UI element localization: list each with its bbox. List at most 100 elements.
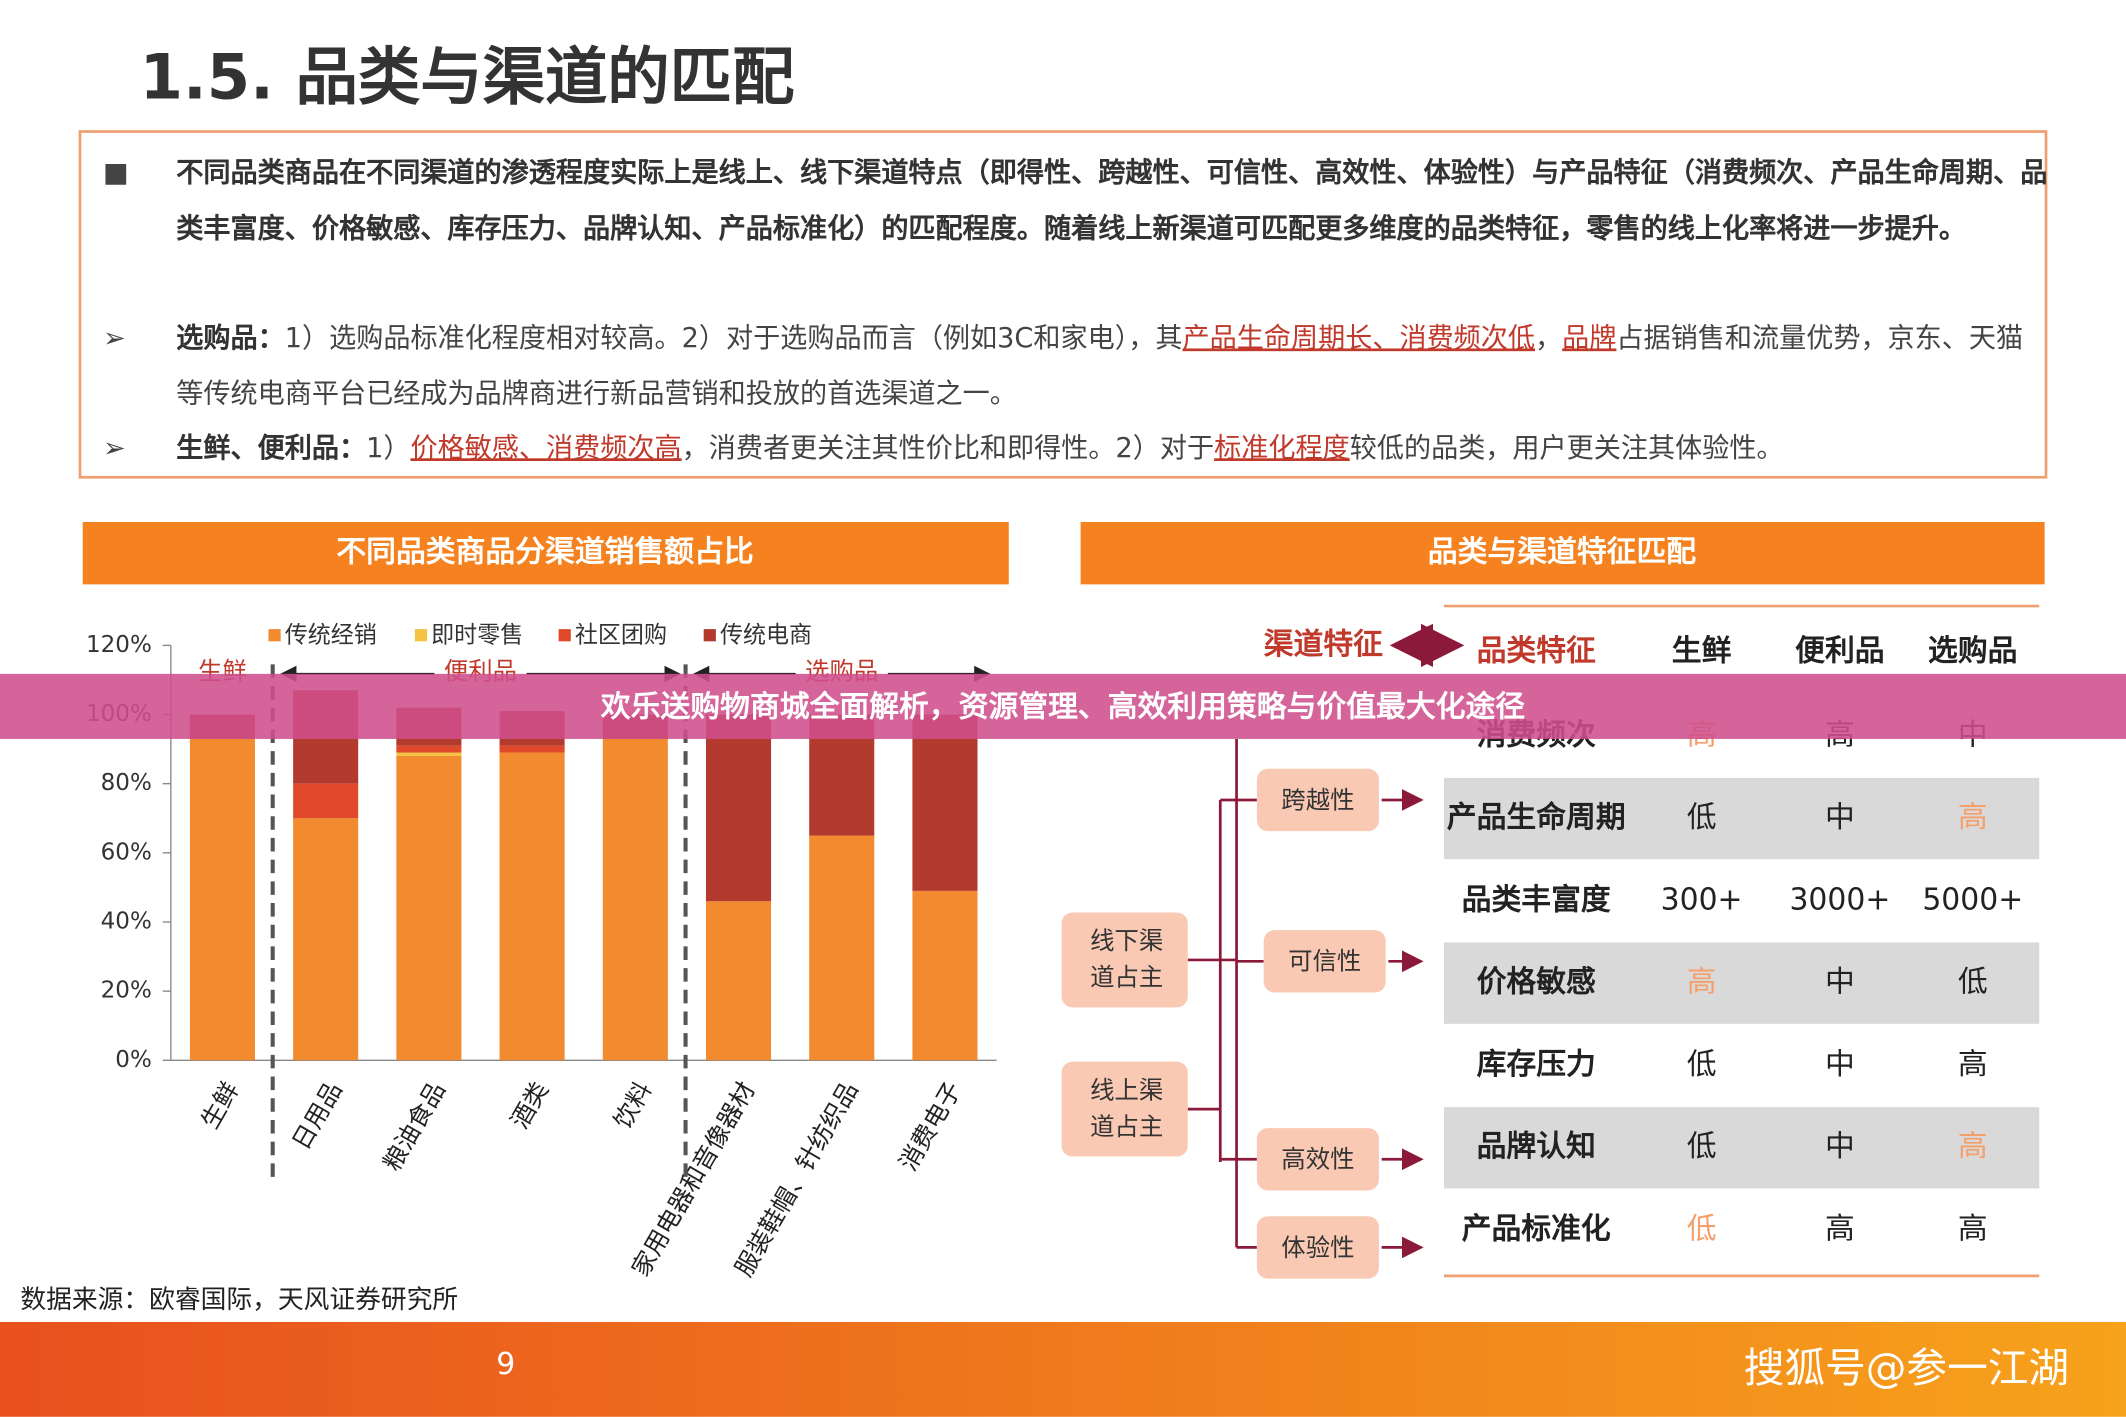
footer-bar xyxy=(0,1321,2126,1417)
x-tick-label: 生鲜 xyxy=(195,1077,245,1134)
feature-label: 跨越性 xyxy=(1281,785,1354,814)
feature-node xyxy=(1256,1128,1379,1191)
text-segment: ，消费者更关注其性价比和即得性。2）对于 xyxy=(681,431,1215,464)
table-cell: 低 xyxy=(1687,1129,1717,1164)
table-cell: 中 xyxy=(1825,1047,1855,1082)
x-tick-label: 日用品 xyxy=(286,1077,348,1155)
y-tick-label: 120% xyxy=(86,632,152,658)
text-segment: 价格敏感、消费频次高 xyxy=(410,431,682,464)
legend-label: 传统经销 xyxy=(285,622,377,648)
page-number: 9 xyxy=(496,1347,515,1382)
banner xyxy=(0,673,2126,739)
table-cell: 3000+ xyxy=(1789,882,1890,917)
text-segment: 1）选购品标准化程度相对较高。2）对于选购品而言（例如3C和家电），其 xyxy=(284,321,1183,354)
table-cell: 高 xyxy=(1958,800,1988,835)
legend-swatch xyxy=(414,629,428,642)
bullet-text: 选购品：1）选购品标准化程度相对较高。2）对于选购品而言（例如3C和家电），其产… xyxy=(176,310,2048,420)
banner-text: 欢乐送购物商城全面解析，资源管理、高效利用策略与价值最大化途径 xyxy=(600,689,1525,724)
feature-label: 可信性 xyxy=(1288,947,1361,976)
bar-segment xyxy=(499,745,565,753)
table-row-label: 库存压力 xyxy=(1477,1047,1596,1082)
legend-swatch xyxy=(703,629,716,642)
table-cell: 高 xyxy=(1958,1212,1988,1247)
channel-node xyxy=(1061,912,1188,1008)
table-row-label: 品牌认知 xyxy=(1477,1129,1596,1164)
table-cell: 低 xyxy=(1958,965,1988,1000)
bar-segment xyxy=(499,752,565,1061)
text-segment: 较低的品类，用户更关注其体验性。 xyxy=(1349,431,1784,464)
feature-label: 高效性 xyxy=(1281,1145,1354,1174)
table-row-bg xyxy=(1443,1107,2040,1189)
table-cell: 低 xyxy=(1687,1047,1717,1082)
feature-label: 体验性 xyxy=(1281,1233,1354,1262)
table-header: 便利品 xyxy=(1795,634,1884,669)
bar-segment xyxy=(396,756,462,1061)
bar-segment xyxy=(705,714,772,902)
text-segment: ， xyxy=(1535,321,1563,354)
y-tick-label: 0% xyxy=(115,1047,152,1073)
table-row-label: 品类丰富度 xyxy=(1462,882,1611,917)
feature-node xyxy=(1256,768,1379,832)
feature-node xyxy=(1263,930,1386,993)
table-header: 选购品 xyxy=(1928,634,2017,669)
channel-label: 线上渠道占主 xyxy=(1090,1076,1164,1142)
source-note: 数据来源：欧睿国际，天风证券研究所 xyxy=(20,1285,458,1315)
bar-segment xyxy=(602,738,668,1061)
table-row-label: 产品生命周期 xyxy=(1447,800,1626,835)
legend-swatch xyxy=(268,629,281,642)
watermark: 搜狐号@参一江湖 xyxy=(1744,1344,2069,1392)
bullet-marker: ➢ xyxy=(103,321,126,354)
legend-swatch xyxy=(558,629,571,642)
table-cell: 5000+ xyxy=(1922,882,2023,917)
channel-node xyxy=(1061,1061,1188,1157)
bullet: ➢ 选购品：1）选购品标准化程度相对较高。2）对于选购品而言（例如3C和家电），其… xyxy=(103,310,2049,420)
table-header: 品类特征 xyxy=(1477,634,1596,669)
legend-label: 社区团购 xyxy=(575,622,667,648)
bar-segment xyxy=(912,714,978,891)
slide-title: 1.5. 品类与渠道的匹配 xyxy=(140,40,795,113)
bar-segment xyxy=(396,752,462,757)
bar-segment xyxy=(809,835,875,1061)
table-cell: 高 xyxy=(1825,1212,1855,1247)
text-segment: 生鲜、便利品： xyxy=(176,431,367,464)
text-box xyxy=(78,130,2048,479)
feature-node xyxy=(1256,1216,1379,1279)
x-tick-label: 消费电子 xyxy=(893,1077,967,1176)
bullet: ➢ 生鲜、便利品：1）价格敏感、消费频次高，消费者更关注其性价比和即得性。2）对于… xyxy=(103,420,2049,475)
bar-segment xyxy=(705,901,772,1061)
text-segment: 选购品： xyxy=(176,321,285,354)
table-row-label: 价格敏感 xyxy=(1477,965,1596,1000)
text-segment: 产品生命周期长、消费频次低 xyxy=(1182,321,1536,354)
x-tick-label: 粮油食品 xyxy=(377,1077,451,1176)
x-tick-label: 酒类 xyxy=(505,1077,555,1134)
bullet-marker: ➢ xyxy=(103,431,126,464)
bar-segment xyxy=(293,783,359,819)
y-tick-label: 60% xyxy=(101,839,152,865)
left-panel-header xyxy=(82,522,1009,585)
table-row-label: 产品标准化 xyxy=(1462,1212,1611,1247)
table-cell: 高 xyxy=(1958,1129,1988,1164)
bullet-marker: ■ xyxy=(103,155,129,189)
table-cell: 300+ xyxy=(1661,882,1743,917)
table-cell: 中 xyxy=(1825,800,1855,835)
table-cell: 低 xyxy=(1687,800,1717,835)
channel-axis-label: 渠道特征 xyxy=(1264,627,1383,662)
y-tick-label: 40% xyxy=(101,908,152,934)
table-row-bg xyxy=(1443,942,2040,1024)
legend-label: 即时零售 xyxy=(431,622,523,648)
text-segment: 不同品类商品在不同渠道的渗透程度实际上是线上、线下渠道特点（即得性、跨越性、可信… xyxy=(176,155,2048,244)
bullet-text: 生鲜、便利品：1）价格敏感、消费频次高，消费者更关注其性价比和即得性。2）对于标… xyxy=(176,420,2048,475)
right-panel-header xyxy=(1080,522,2045,585)
y-tick-label: 20% xyxy=(101,978,152,1004)
table-cell: 低 xyxy=(1687,1212,1717,1247)
x-tick-label: 饮料 xyxy=(608,1077,658,1134)
y-tick-label: 80% xyxy=(101,770,152,796)
table-cell: 高 xyxy=(1687,965,1717,1000)
bar-segment xyxy=(396,745,462,753)
bar-segment xyxy=(293,818,359,1061)
table-cell: 高 xyxy=(1958,1047,1988,1082)
text-segment: 标准化程度 xyxy=(1214,431,1350,464)
table-cell: 中 xyxy=(1825,1129,1855,1164)
